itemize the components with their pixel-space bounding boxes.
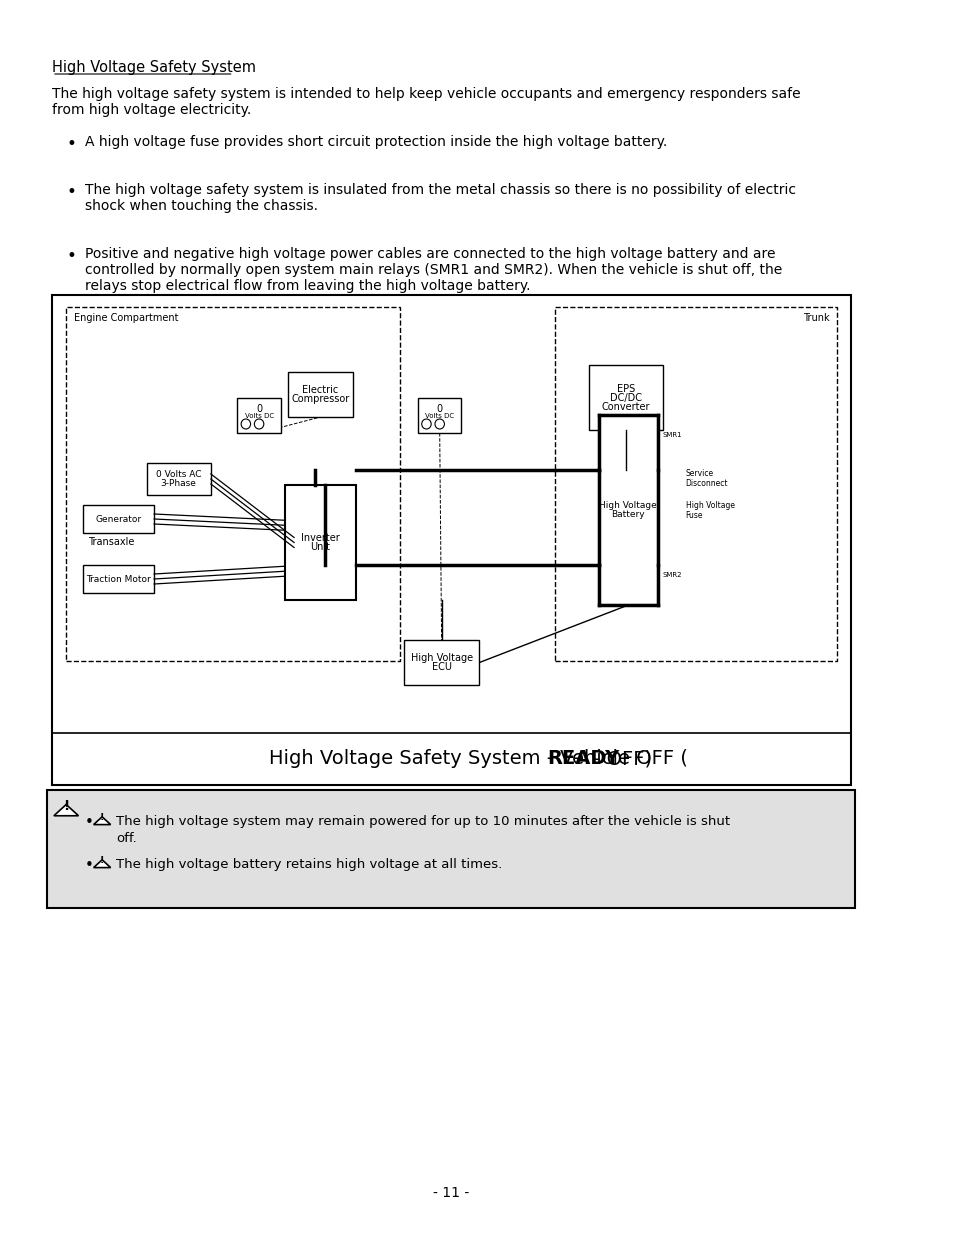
Text: READY: READY xyxy=(547,750,618,768)
Text: - OFF): - OFF) xyxy=(587,750,652,768)
Text: EPS: EPS xyxy=(617,384,635,394)
Bar xyxy=(83,505,154,534)
Text: DC/DC: DC/DC xyxy=(609,393,641,403)
Bar xyxy=(83,564,154,593)
Text: SMR1: SMR1 xyxy=(662,432,681,438)
Bar xyxy=(147,463,211,495)
Text: off.: off. xyxy=(116,832,137,845)
Text: Battery: Battery xyxy=(611,510,644,519)
Text: !: ! xyxy=(100,813,104,821)
Bar xyxy=(555,308,836,661)
Text: Traction Motor: Traction Motor xyxy=(86,574,151,583)
Text: The high voltage safety system is intended to help keep vehicle occupants and em: The high voltage safety system is intend… xyxy=(52,86,800,101)
Text: •: • xyxy=(85,815,94,830)
Text: High Voltage Safety System - Vehicle OFF (: High Voltage Safety System - Vehicle OFF… xyxy=(269,750,687,768)
Bar xyxy=(284,485,355,600)
Text: - 11 -: - 11 - xyxy=(433,1186,469,1200)
Bar xyxy=(589,366,662,430)
Text: !: ! xyxy=(100,856,104,864)
Text: Service: Service xyxy=(685,468,713,478)
Polygon shape xyxy=(93,860,111,868)
Bar xyxy=(598,415,658,605)
Text: Trunk: Trunk xyxy=(801,312,828,324)
Text: 3-Phase: 3-Phase xyxy=(161,479,196,488)
Bar xyxy=(52,295,850,785)
Text: Converter: Converter xyxy=(601,401,650,411)
Text: •: • xyxy=(66,247,76,266)
Text: •: • xyxy=(66,135,76,153)
Text: Compressor: Compressor xyxy=(291,394,350,404)
Bar xyxy=(288,372,353,417)
Text: 0: 0 xyxy=(436,404,442,414)
Text: High Voltage Safety System: High Voltage Safety System xyxy=(52,61,255,75)
Bar xyxy=(237,398,280,433)
Text: High Voltage: High Voltage xyxy=(598,501,657,510)
Text: The high voltage battery retains high voltage at all times.: The high voltage battery retains high vo… xyxy=(116,858,502,871)
Text: SMR2: SMR2 xyxy=(662,572,681,578)
Text: 0: 0 xyxy=(255,404,262,414)
Bar xyxy=(403,640,479,685)
Text: relays stop electrical flow from leaving the high voltage battery.: relays stop electrical flow from leaving… xyxy=(85,279,530,293)
Text: 0 Volts AC: 0 Volts AC xyxy=(155,471,201,479)
Text: The high voltage system may remain powered for up to 10 minutes after the vehicl: The high voltage system may remain power… xyxy=(116,815,730,827)
Text: controlled by normally open system main relays (SMR1 and SMR2). When the vehicle: controlled by normally open system main … xyxy=(85,263,781,277)
Text: Disconnect: Disconnect xyxy=(685,478,727,488)
Text: ECU: ECU xyxy=(431,662,451,672)
Text: Transaxle: Transaxle xyxy=(88,537,134,547)
Text: •: • xyxy=(66,183,76,201)
Text: from high voltage electricity.: from high voltage electricity. xyxy=(52,103,251,117)
Text: Generator: Generator xyxy=(95,515,142,524)
Text: The high voltage safety system is insulated from the metal chassis so there is n: The high voltage safety system is insula… xyxy=(85,183,795,198)
Text: A high voltage fuse provides short circuit protection inside the high voltage ba: A high voltage fuse provides short circu… xyxy=(85,135,667,149)
Bar xyxy=(66,308,399,661)
Text: •: • xyxy=(85,858,94,873)
Text: !: ! xyxy=(63,799,70,813)
Polygon shape xyxy=(93,816,111,825)
Text: Fuse: Fuse xyxy=(685,511,702,520)
Text: Unit: Unit xyxy=(310,542,330,552)
Bar xyxy=(48,790,854,908)
Text: Volts DC: Volts DC xyxy=(425,412,454,419)
Text: Engine Compartment: Engine Compartment xyxy=(73,312,178,324)
Text: Positive and negative high voltage power cables are connected to the high voltag: Positive and negative high voltage power… xyxy=(85,247,775,261)
Text: High Voltage: High Voltage xyxy=(410,653,472,663)
Text: shock when touching the chassis.: shock when touching the chassis. xyxy=(85,199,317,212)
Bar xyxy=(417,398,461,433)
Text: High Voltage: High Voltage xyxy=(685,500,734,510)
Polygon shape xyxy=(53,804,78,816)
Text: Inverter: Inverter xyxy=(300,534,339,543)
Text: Electric: Electric xyxy=(302,385,338,395)
Text: Volts DC: Volts DC xyxy=(244,412,274,419)
